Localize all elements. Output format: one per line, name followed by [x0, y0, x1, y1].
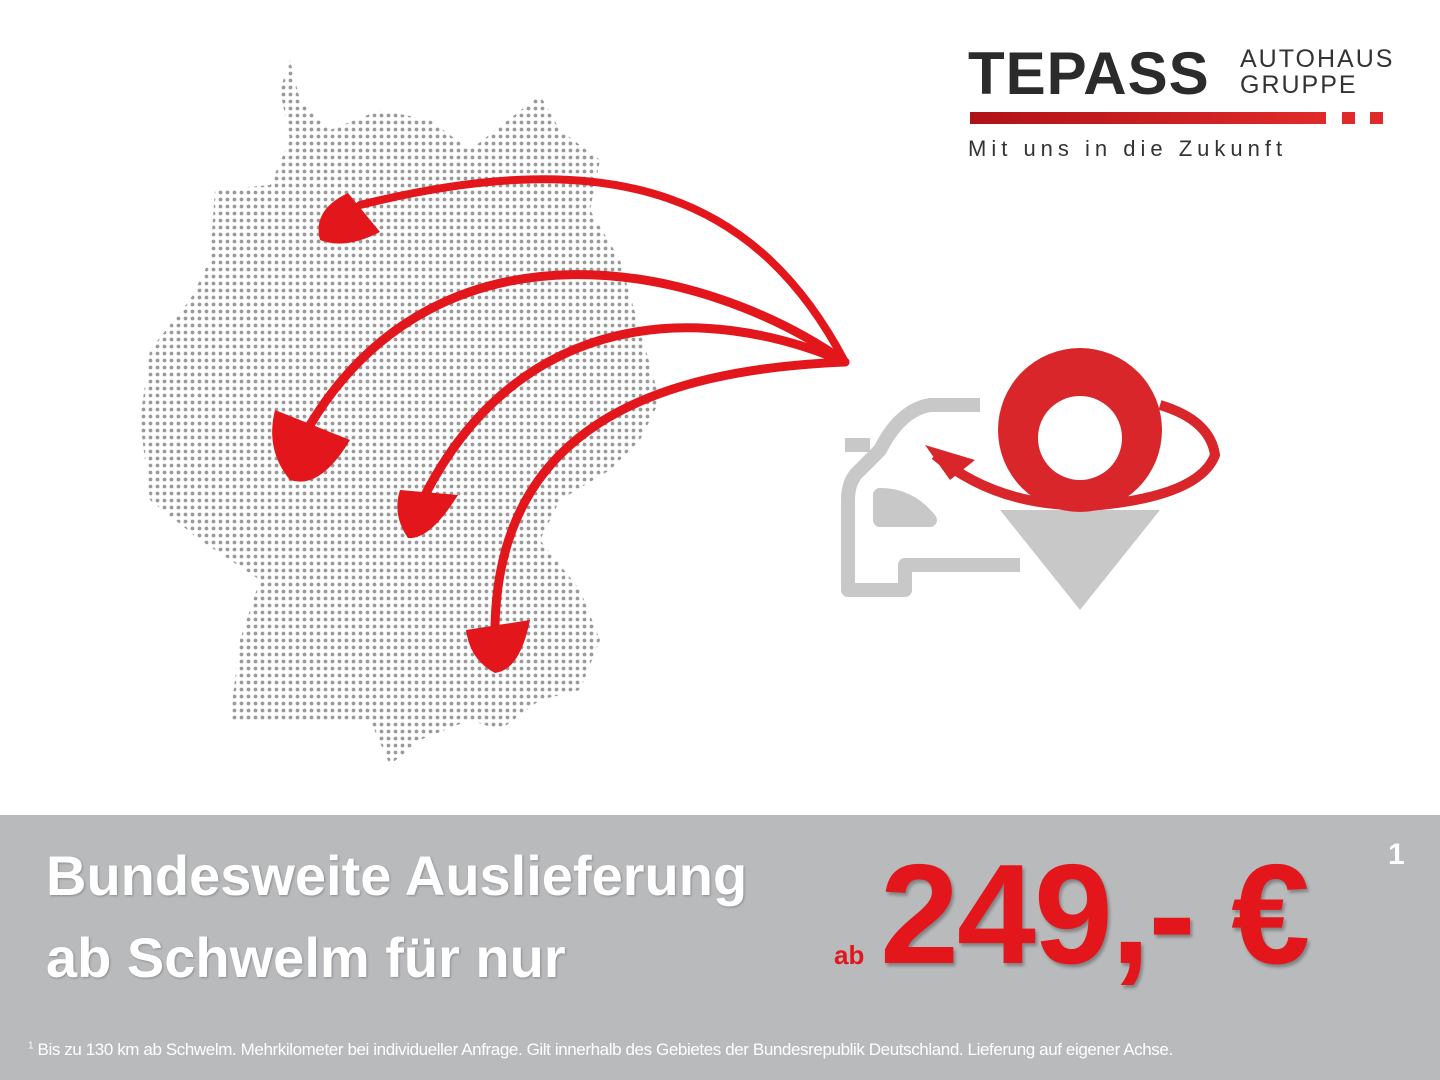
- price: 249,- €: [880, 835, 1310, 994]
- car-icon: [841, 398, 1020, 597]
- logo-square: [1370, 112, 1383, 124]
- location-pin-icon: [925, 348, 1221, 610]
- logo-sub-autohaus: AUTOHAUS: [1240, 45, 1395, 73]
- headline-line1: Bundesweite Auslieferung: [46, 844, 748, 907]
- illustration: [140, 60, 1221, 765]
- price-footnote-marker: 1: [1388, 838, 1405, 871]
- headline: Bundesweite Auslieferung ab Schwelm für …: [46, 835, 747, 999]
- logo-brand: TEPASS: [968, 40, 1210, 107]
- germany-dot-map: [140, 60, 660, 765]
- logo-square: [1342, 112, 1355, 124]
- delivery-arrows: [305, 175, 850, 630]
- headline-line2: ab Schwelm für nur: [46, 926, 566, 989]
- price-prefix: ab: [834, 940, 865, 970]
- logo-red-bar: [970, 112, 1326, 124]
- logo-sub-gruppe: GRUPPE: [1240, 71, 1358, 99]
- footnote-marker: 1: [28, 1040, 34, 1052]
- price-banner: [0, 815, 1440, 1080]
- logo-tagline: Mit uns in die Zukunft: [968, 136, 1288, 161]
- arrow-heads: [272, 193, 530, 673]
- footnote-text: Bis zu 130 km ab Schwelm. Mehrkilometer …: [37, 1040, 1174, 1059]
- footnote: 1 Bis zu 130 km ab Schwelm. Mehrkilomete…: [28, 1040, 1173, 1060]
